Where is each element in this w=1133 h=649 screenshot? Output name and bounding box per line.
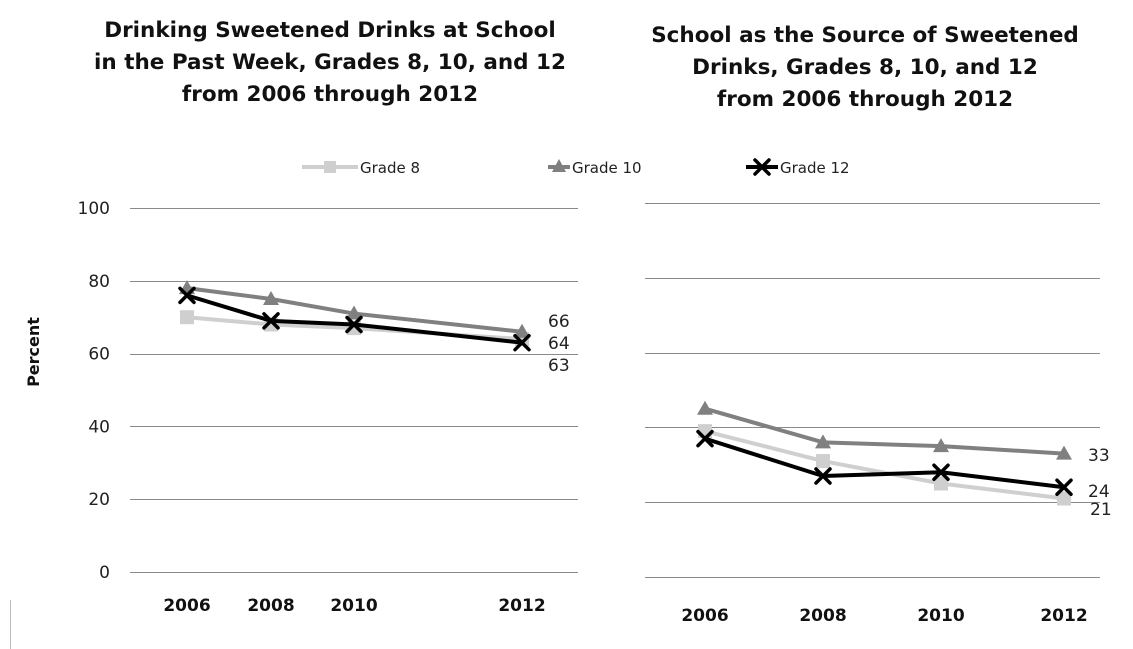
series-line bbox=[186, 293, 523, 345]
chart-panel-2: 2006 2008 2010 2012 21 33 24 bbox=[645, 203, 1112, 626]
series-line bbox=[186, 286, 523, 334]
data-label-end: 66 bbox=[548, 312, 570, 332]
x-tick-label: 2012 bbox=[498, 596, 545, 616]
x-tick-label: 2008 bbox=[247, 596, 294, 616]
legend-marker bbox=[753, 158, 771, 176]
series-grade-10: 33 bbox=[697, 400, 1110, 466]
series-grade-12: 24 bbox=[696, 429, 1110, 502]
series-grade-8: 21 bbox=[698, 424, 1112, 520]
y-tick-label: 80 bbox=[88, 272, 110, 292]
data-point bbox=[933, 438, 949, 453]
x-tick-label: 2008 bbox=[799, 606, 846, 626]
data-point bbox=[932, 463, 950, 482]
data-label-end: 33 bbox=[1088, 446, 1110, 466]
legend-marker bbox=[324, 161, 336, 173]
data-point bbox=[1056, 445, 1072, 460]
data-point bbox=[696, 429, 714, 448]
data-point bbox=[1057, 491, 1071, 506]
y-tick-label: 40 bbox=[88, 417, 110, 437]
data-point bbox=[263, 291, 279, 305]
data-label-end: 63 bbox=[548, 356, 570, 376]
data-point bbox=[345, 315, 363, 334]
y-tick-label: 60 bbox=[88, 345, 110, 365]
series-line bbox=[704, 406, 1065, 456]
legend-label: Grade 10 bbox=[572, 159, 642, 177]
legend: Grade 8 Grade 10 Grade 12 bbox=[302, 158, 850, 177]
series-grade-12: 63 bbox=[178, 286, 570, 376]
data-point bbox=[816, 454, 830, 469]
y-tick-label: 100 bbox=[78, 199, 110, 219]
series-line bbox=[704, 429, 1065, 501]
data-point bbox=[815, 434, 831, 449]
legend-label: Grade 8 bbox=[360, 159, 420, 177]
data-point bbox=[814, 467, 832, 485]
legend-item-grade-8: Grade 8 bbox=[302, 159, 420, 177]
x-tick-label: 2010 bbox=[330, 596, 377, 616]
x-tick-label: 2006 bbox=[163, 596, 210, 616]
series-line bbox=[704, 436, 1065, 490]
x-tick-label: 2012 bbox=[1040, 606, 1087, 626]
legend-item-grade-10: Grade 10 bbox=[548, 159, 642, 177]
data-point bbox=[346, 305, 362, 320]
data-label-end: 24 bbox=[1088, 482, 1110, 502]
y-tick-label: 20 bbox=[88, 490, 110, 510]
x-tick-label: 2010 bbox=[917, 606, 964, 626]
data-point bbox=[1055, 478, 1073, 496]
data-point bbox=[513, 333, 531, 352]
legend-marker bbox=[552, 159, 566, 172]
y-axis-title: Percent bbox=[24, 317, 43, 387]
legend-label: Grade 12 bbox=[780, 159, 850, 177]
data-point bbox=[934, 476, 948, 491]
chart-title-right: School as the Source of Sweetened Drinks… bbox=[651, 23, 1079, 112]
data-point bbox=[180, 310, 194, 325]
data-label-end: 64 bbox=[548, 334, 570, 354]
data-point bbox=[178, 286, 196, 305]
data-point bbox=[262, 312, 280, 330]
data-point bbox=[514, 323, 530, 338]
legend-item-grade-12: Grade 12 bbox=[746, 158, 850, 177]
y-tick-label: 0 bbox=[99, 563, 110, 583]
data-point bbox=[697, 400, 713, 415]
chart-title-left: Drinking Sweetened Drinks at School in t… bbox=[94, 18, 566, 107]
data-label-end: 21 bbox=[1090, 500, 1112, 520]
x-tick-label: 2006 bbox=[681, 606, 728, 626]
